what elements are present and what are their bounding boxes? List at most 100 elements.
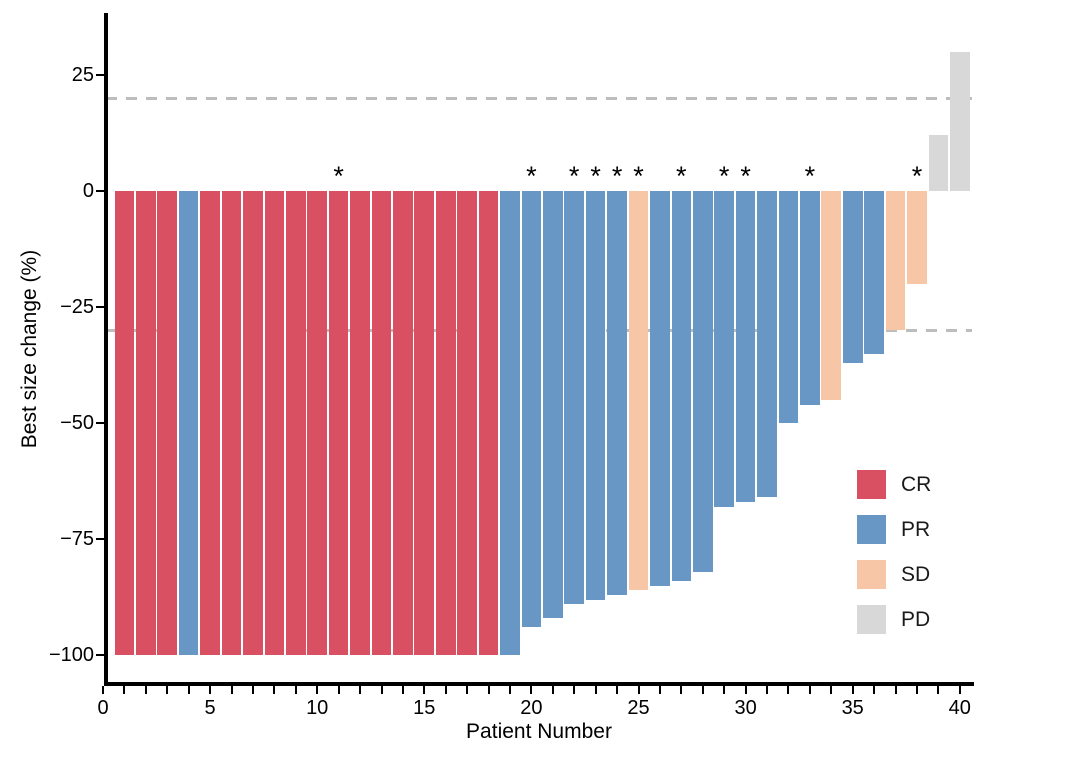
y-axis-tick--75: [96, 538, 104, 541]
y-axis-tick--50: [96, 422, 104, 425]
legend-swatch-pd: [857, 605, 886, 634]
bar-patient-33: [800, 191, 820, 405]
x-axis-tick-19: [509, 686, 511, 694]
y-axis-ticklabel--75: −75: [60, 528, 94, 551]
x-axis-title: Patient Number: [466, 720, 612, 743]
x-axis-tick-20: [530, 686, 533, 694]
bar-patient-27: [671, 191, 692, 581]
x-axis-tick-9: [294, 686, 297, 694]
x-axis-tick-10: [316, 686, 319, 694]
bar-patient-5: [200, 191, 220, 656]
y-axis-tick-0: [96, 190, 104, 192]
x-axis-ticklabel-35: 35: [841, 697, 864, 719]
bar-patient-10: [307, 191, 328, 656]
x-axis-tick-18: [487, 686, 490, 694]
x-axis-tick-32: [787, 686, 790, 694]
x-axis-tick-13: [380, 686, 383, 694]
x-axis-tick-27: [680, 686, 683, 694]
star-annotation-patient-29: *: [718, 161, 730, 191]
bar-patient-34: [821, 191, 842, 400]
x-axis-tick-17: [466, 686, 469, 694]
bar-patient-37: [885, 191, 906, 331]
bar-patient-4: [178, 191, 199, 656]
bar-patient-3: [157, 191, 178, 656]
y-axis-ticklabel--25: −25: [60, 296, 94, 319]
legend-swatch-pr: [857, 515, 886, 544]
x-axis-ticklabel-15: 15: [413, 697, 436, 719]
bar-patient-21: [543, 191, 563, 619]
bar-patient-23: [585, 191, 606, 600]
x-axis-tick-15: [423, 686, 426, 694]
x-axis-tick-4: [187, 686, 190, 694]
x-axis-tick-11: [337, 686, 340, 694]
x-axis-ticklabel-0: 0: [97, 697, 109, 719]
x-axis-tick-29: [723, 686, 726, 694]
bar-patient-13: [371, 191, 392, 656]
bar-patient-38: [907, 191, 927, 284]
y-axis-tick-25: [96, 73, 104, 76]
bar-patient-11: [328, 191, 349, 656]
x-axis-tick-28: [701, 686, 704, 694]
bar-patient-12: [350, 191, 370, 656]
x-axis-ticklabel-5: 5: [204, 697, 216, 719]
bar-patient-25: [628, 191, 649, 591]
bar-patient-35: [842, 191, 863, 363]
bar-patient-22: [564, 191, 585, 605]
bar-patient-2: [136, 191, 156, 656]
star-annotation-patient-33: *: [804, 161, 816, 191]
legend-label-cr: CR: [901, 473, 932, 496]
x-axis-tick-21: [551, 686, 554, 694]
x-axis-tick-3: [166, 686, 169, 694]
legend-label-pr: PR: [901, 518, 931, 541]
bar-patient-6: [221, 191, 242, 656]
y-axis-ticklabel--100: −100: [48, 644, 94, 667]
x-axis-ticklabel-30: 30: [734, 697, 757, 719]
y-axis-ticklabel-25: 25: [71, 63, 94, 86]
y-axis-ticklabel-0: 0: [82, 180, 94, 202]
x-axis-tick-34: [830, 686, 833, 694]
x-axis-tick-6: [230, 686, 233, 694]
bar-patient-29: [714, 191, 734, 507]
x-axis-spine: [104, 682, 974, 686]
star-annotation-patient-30: *: [740, 161, 751, 191]
legend-swatch-cr: [857, 470, 886, 499]
bar-patient-15: [414, 191, 435, 656]
x-axis-tick-40: [958, 686, 961, 694]
x-axis-tick-37: [894, 686, 897, 694]
x-axis-tick-12: [359, 686, 361, 694]
bar-patient-14: [393, 191, 413, 656]
star-annotation-patient-23: *: [590, 161, 601, 191]
bar-patient-26: [650, 191, 670, 586]
bar-patient-20: [521, 191, 542, 628]
bar-patient-32: [778, 191, 799, 424]
bar-patient-1: [114, 191, 135, 656]
x-axis-tick-36: [873, 686, 876, 694]
y-axis-spine: [104, 13, 108, 686]
x-axis-tick-7: [251, 686, 254, 694]
x-axis-ticklabel-25: 25: [627, 697, 650, 719]
x-axis-ticklabel-10: 10: [306, 697, 329, 719]
bar-patient-24: [607, 191, 627, 595]
x-axis-tick-26: [658, 686, 661, 694]
star-annotation-patient-27: *: [676, 161, 687, 191]
x-axis-tick-38: [916, 686, 918, 694]
bar-patient-30: [735, 191, 756, 502]
star-annotation-patient-22: *: [568, 161, 580, 191]
y-axis-tick--25: [96, 306, 104, 309]
star-annotation-patient-11: *: [333, 161, 344, 191]
x-axis-ticklabel-20: 20: [520, 697, 543, 719]
x-axis-ticklabel-40: 40: [948, 697, 971, 719]
x-axis-tick-8: [273, 686, 276, 694]
bar-patient-40: [950, 51, 970, 191]
x-axis-tick-35: [851, 686, 854, 694]
x-axis-tick-16: [444, 686, 447, 694]
reference-line-upper: [106, 97, 972, 100]
bar-patient-36: [864, 191, 884, 354]
x-axis-tick-24: [616, 686, 619, 694]
bar-patient-16: [435, 191, 456, 656]
x-axis-tick-30: [744, 686, 747, 694]
x-axis-tick-25: [637, 686, 640, 694]
star-annotation-patient-20: *: [526, 161, 537, 191]
y-axis-ticklabel--50: −50: [60, 412, 94, 435]
